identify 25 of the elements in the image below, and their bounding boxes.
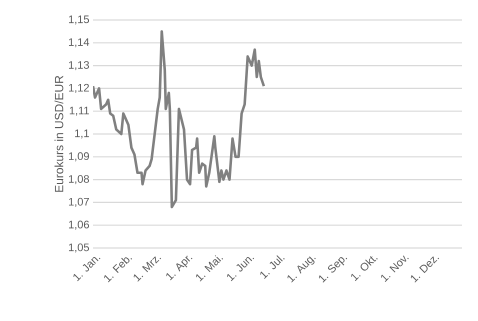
line-series [93,30,266,208]
x-tick-label: 1. Okt. [351,256,378,282]
y-tick-label: 1,14 [68,38,90,48]
x-tick-label: 1. Sep. [318,257,348,283]
x-tick-label: 1. Mrz. [134,256,162,282]
y-tick-label: 1,13 [68,61,89,70]
x-tick-label: 1. Nov. [381,255,409,282]
y-tick-label: 1,09 [68,152,89,162]
y-tick-label: 1,15 [68,16,90,24]
x-tick-label: 1. Aug. [287,256,316,283]
x-tick-label: 1. Jun. [227,256,254,282]
y-tick-label: 1,05 [68,243,90,253]
x-tick-label: 1. Jul. [260,255,285,279]
x-tick-label: 1. Mai. [196,255,224,282]
x-tick-label: 1. Dez. [410,256,440,283]
y-tick-label: 1,08 [68,175,89,184]
y-axis-title: Eurokurs in USD/EUR [54,76,64,192]
y-tick-label: 1,1 [75,130,89,138]
x-tick-label: 1. Feb. [104,257,132,282]
y-tick-label: 1,06 [68,220,89,230]
x-tick-label: 1. Apr. [166,256,192,280]
y-tick-label: 1,12 [68,84,89,93]
y-tick-label: 1,11 [70,106,89,116]
x-tick-label: 1. Jan. [73,256,100,282]
y-tick-label: 1,07 [68,198,89,207]
